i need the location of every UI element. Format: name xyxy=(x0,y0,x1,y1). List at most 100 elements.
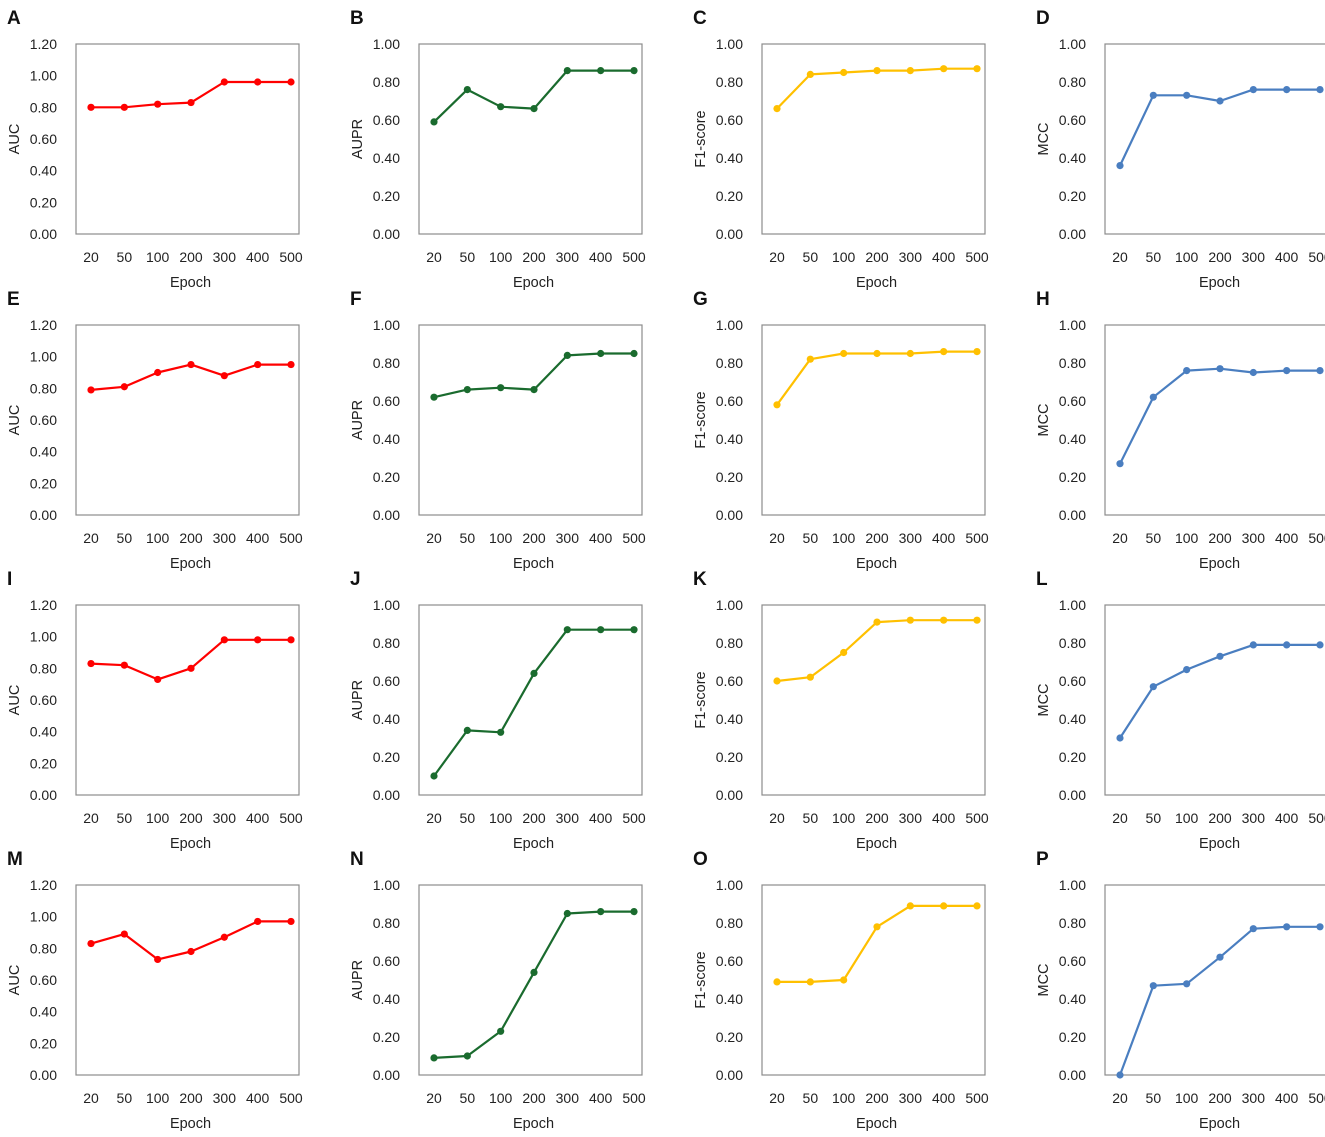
chart-panel-b: B 0.00 0.20 0.40 0.60 0.80 1.00 20 50 100 200 300 40… xyxy=(343,0,674,291)
y-tick-label: 0.40 xyxy=(30,724,57,740)
data-point xyxy=(254,636,262,644)
chart-k: K 0.00 0.20 0.40 0.60 0.80 1.00 20 50 100 200 300 40… xyxy=(693,569,989,852)
x-tick-label: 200 xyxy=(865,1090,889,1106)
x-tick-label: 300 xyxy=(899,810,923,826)
data-point xyxy=(906,67,914,75)
y-tick-label: 1.00 xyxy=(373,597,400,613)
x-axis-title: Epoch xyxy=(856,836,897,852)
x-tick-label: 50 xyxy=(1146,810,1162,826)
data-point xyxy=(87,659,95,668)
data-point xyxy=(873,67,881,75)
x-tick-label: 400 xyxy=(932,249,956,265)
data-point xyxy=(597,349,605,358)
chart-panel-g: G 0.00 0.20 0.40 0.60 0.80 1.00 20 50 100 200 300 40… xyxy=(686,281,1017,572)
chart-n: N 0.00 0.20 0.40 0.60 0.80 1.00 20 50 100 200 300 40… xyxy=(350,849,646,1132)
x-axis-title: Epoch xyxy=(1199,556,1240,572)
y-axis-title: F1-score xyxy=(693,951,709,1008)
plot-area-c xyxy=(761,43,986,235)
chart-l: L 0.00 0.20 0.40 0.60 0.80 1.00 20 50 100 200 300 40… xyxy=(1036,569,1325,852)
x-tick-label: 400 xyxy=(1275,1090,1299,1106)
x-tick-label: 50 xyxy=(460,810,476,826)
x-tick-label: 50 xyxy=(460,249,476,265)
y-axis-title: AUC xyxy=(7,965,23,996)
data-point xyxy=(1316,367,1324,375)
x-tick-label: 50 xyxy=(117,530,133,546)
data-point xyxy=(1149,393,1157,401)
x-tick-label: 200 xyxy=(522,1090,546,1106)
data-point xyxy=(120,383,128,391)
chart-h: H 0.00 0.20 0.40 0.60 0.80 1.00 20 50 100 200 300 40… xyxy=(1036,289,1325,572)
y-tick-label: 0.60 xyxy=(1059,112,1086,128)
x-axis-title: Epoch xyxy=(856,1116,897,1132)
x-tick-label: 500 xyxy=(1308,530,1325,546)
x-tick-label: 20 xyxy=(83,530,99,546)
y-tick-label: 0.80 xyxy=(716,635,743,651)
y-tick-label: 0.00 xyxy=(1059,507,1086,523)
panel-label-j: J xyxy=(350,569,361,590)
y-tick-label: 0.40 xyxy=(373,991,400,1007)
y-tick-label: 0.00 xyxy=(30,1067,57,1083)
y-axis-title: AUC xyxy=(7,124,23,155)
data-point xyxy=(497,384,505,392)
data-point xyxy=(773,105,781,113)
x-tick-label: 200 xyxy=(1208,1090,1232,1106)
x-tick-label: 200 xyxy=(865,810,889,826)
data-point xyxy=(430,393,438,401)
y-tick-label: 0.40 xyxy=(373,711,400,727)
plot-area-f xyxy=(418,324,643,516)
chart-panel-n: N 0.00 0.20 0.40 0.60 0.80 1.00 20 50 100 200 300 40… xyxy=(343,841,674,1132)
chart-panel-k: K 0.00 0.20 0.40 0.60 0.80 1.00 20 50 100 200 300 40… xyxy=(686,561,1017,852)
data-point xyxy=(120,661,128,669)
y-tick-label: 0.80 xyxy=(30,660,57,676)
x-tick-label: 100 xyxy=(832,1090,856,1106)
data-point xyxy=(1183,666,1191,674)
y-tick-label: 0.60 xyxy=(373,673,400,689)
chart-panel-j: J 0.00 0.20 0.40 0.60 0.80 1.00 20 50 100 200 300 40… xyxy=(343,561,674,852)
y-tick-label: 0.60 xyxy=(373,393,400,409)
y-tick-label: 0.20 xyxy=(1059,1029,1086,1045)
y-tick-label: 0.60 xyxy=(716,393,743,409)
x-tick-label: 200 xyxy=(522,810,546,826)
data-point xyxy=(940,616,948,624)
data-point xyxy=(563,626,571,634)
data-point xyxy=(906,349,914,358)
y-axis-title: AUPR xyxy=(350,119,366,159)
data-point xyxy=(940,348,948,356)
y-tick-label: 0.00 xyxy=(716,507,743,523)
x-tick-label: 300 xyxy=(1242,1090,1266,1106)
x-tick-label: 200 xyxy=(179,810,203,826)
x-axis-title: Epoch xyxy=(513,556,554,572)
data-point xyxy=(497,103,505,111)
y-tick-label: 0.40 xyxy=(716,150,743,166)
x-axis-title: Epoch xyxy=(170,836,211,852)
x-axis-title: Epoch xyxy=(1199,1116,1240,1132)
x-tick-label: 400 xyxy=(246,810,270,826)
data-point xyxy=(773,401,781,409)
data-point xyxy=(597,908,605,916)
data-point xyxy=(1283,86,1291,94)
data-point xyxy=(463,726,471,734)
x-tick-label: 300 xyxy=(1242,810,1266,826)
y-tick-label: 1.20 xyxy=(30,36,57,52)
x-tick-label: 100 xyxy=(489,530,513,546)
plot-area-h xyxy=(1104,324,1325,516)
x-tick-label: 50 xyxy=(117,1090,133,1106)
x-tick-label: 100 xyxy=(832,530,856,546)
plot-area-d xyxy=(1104,43,1325,235)
x-tick-label: 300 xyxy=(556,530,580,546)
x-tick-label: 300 xyxy=(556,249,580,265)
y-axis-title: AUPR xyxy=(350,400,366,440)
y-axis-title: AUC xyxy=(7,405,23,436)
x-tick-label: 50 xyxy=(460,1090,476,1106)
x-tick-label: 20 xyxy=(426,249,442,265)
x-tick-label: 200 xyxy=(179,249,203,265)
y-tick-label: 1.00 xyxy=(1059,597,1086,613)
y-tick-label: 0.80 xyxy=(1059,635,1086,651)
y-tick-label: 0.20 xyxy=(1059,469,1086,485)
panel-label-o: O xyxy=(693,849,708,870)
x-axis-title: Epoch xyxy=(1199,836,1240,852)
y-tick-label: 0.40 xyxy=(716,711,743,727)
y-tick-label: 0.80 xyxy=(373,74,400,90)
data-point xyxy=(120,930,128,938)
x-tick-label: 50 xyxy=(1146,1090,1162,1106)
